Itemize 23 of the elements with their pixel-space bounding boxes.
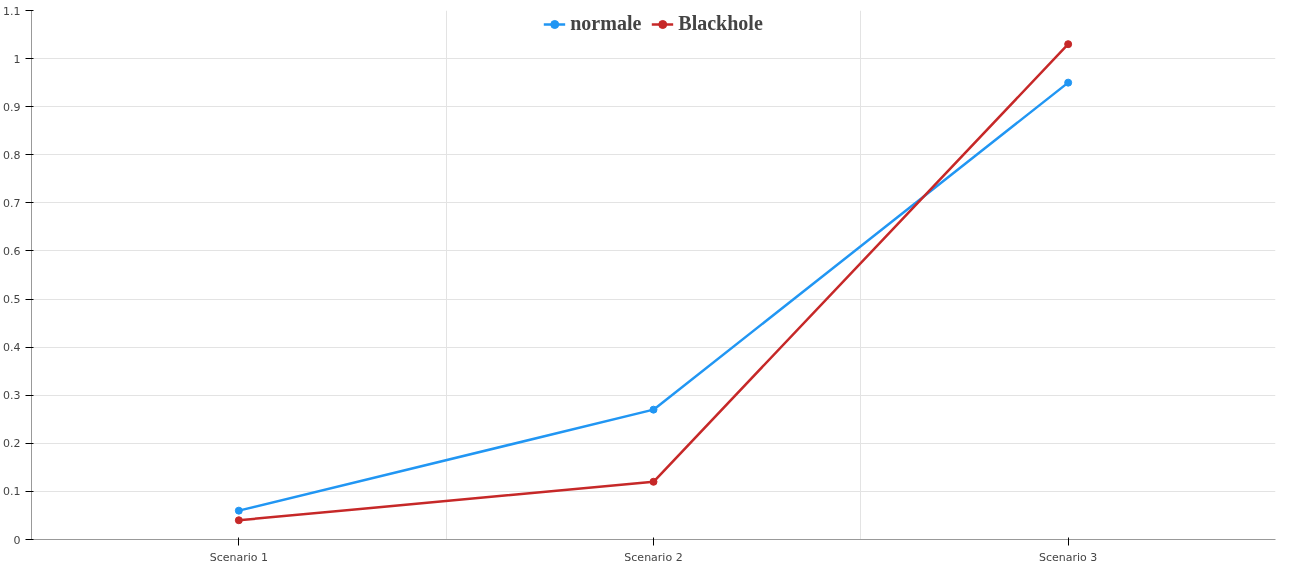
y-tick-label: 0.8 <box>3 148 21 162</box>
point <box>234 516 243 525</box>
y-tick-label: 1 <box>13 52 21 66</box>
y-tick-label: 0.3 <box>3 389 21 403</box>
y-tick-label: 0.9 <box>3 100 21 114</box>
x-tick-label: Scenario 2 <box>624 550 683 564</box>
legend-label: Blackhole <box>678 12 763 35</box>
y-tick-label: 0.2 <box>3 437 21 451</box>
point <box>649 405 658 414</box>
x-tick-label: Scenario 1 <box>209 550 268 564</box>
y-tick-label: 0 <box>13 533 21 547</box>
point <box>1064 78 1073 87</box>
x-tick-label: Scenario 3 <box>1039 550 1098 564</box>
y-tick-label: 0.6 <box>3 244 21 258</box>
y-tick-label: 0.5 <box>3 293 21 307</box>
point <box>1064 40 1073 49</box>
point <box>234 506 243 515</box>
y-tick-label: 1.1 <box>3 4 21 18</box>
legend-label: normale <box>570 12 642 35</box>
point <box>649 477 658 486</box>
y-tick-label: 0.1 <box>3 485 21 499</box>
y-tick-label: 0.7 <box>3 196 21 210</box>
y-tick-label: 0.4 <box>3 341 21 355</box>
